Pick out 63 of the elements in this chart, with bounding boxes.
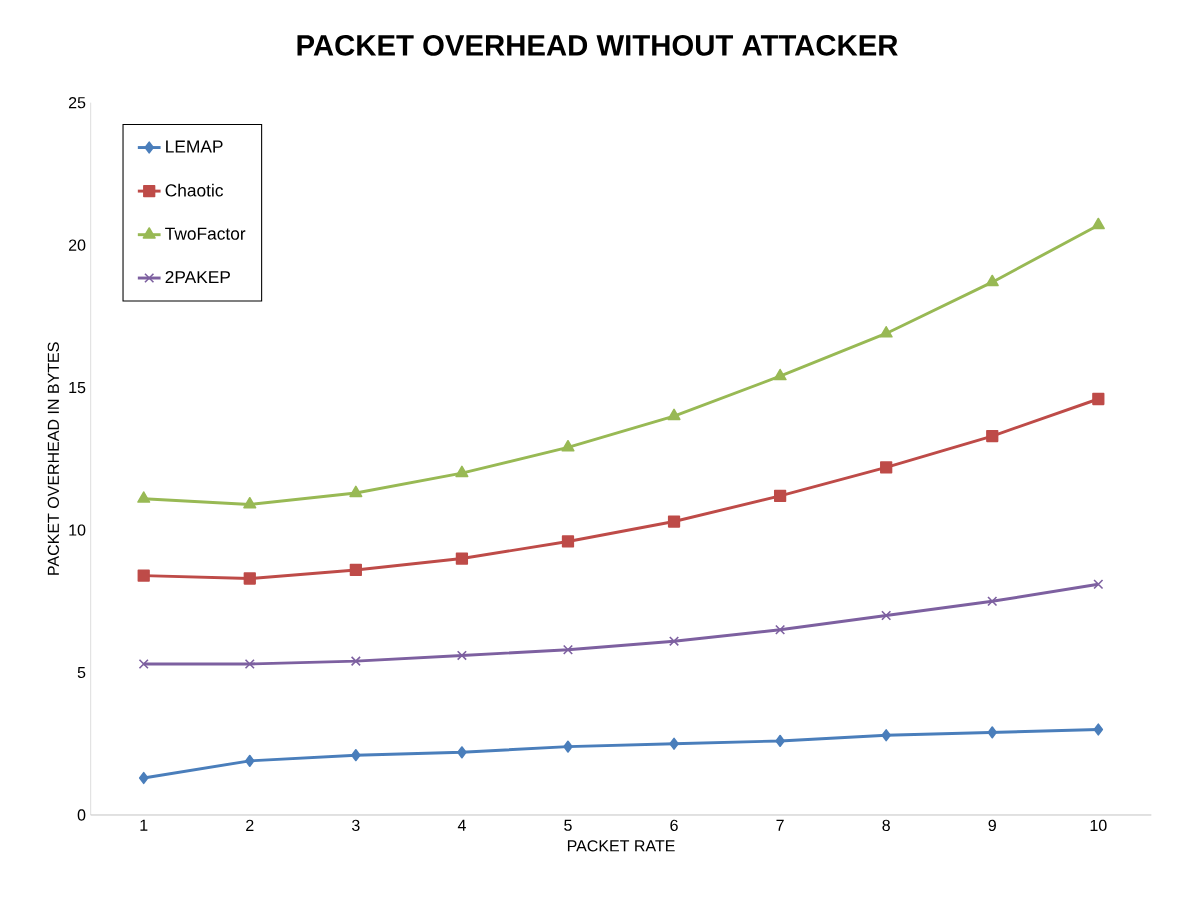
x-tick-label: 3	[352, 819, 360, 832]
point	[349, 485, 363, 498]
y-tick-label: 0	[77, 809, 86, 821]
legend-label: TwoFactor	[165, 227, 246, 240]
point	[775, 624, 786, 635]
point	[455, 552, 469, 565]
point	[667, 515, 681, 528]
point	[773, 368, 787, 381]
x-tick-label: 10	[1090, 819, 1107, 832]
legend-label: LEMAP	[166, 140, 223, 153]
point	[457, 746, 467, 759]
point	[561, 439, 575, 452]
point	[137, 569, 150, 582]
point	[243, 572, 256, 585]
point	[351, 749, 361, 762]
point	[349, 563, 362, 577]
y-tick-label: 20	[68, 239, 86, 251]
x-axis-title: PACKET RATE	[567, 840, 675, 852]
point	[667, 408, 681, 421]
x-tick-label: 6	[670, 819, 678, 832]
point	[243, 496, 257, 509]
point	[669, 737, 679, 750]
x-tick-label: 8	[882, 819, 890, 832]
point	[986, 429, 999, 443]
x-tick-label: 5	[564, 819, 572, 831]
point	[563, 740, 573, 753]
point	[244, 754, 255, 767]
point	[987, 596, 998, 607]
point	[985, 274, 999, 287]
point	[881, 729, 891, 742]
x-tick-label: 9	[988, 819, 996, 832]
point	[879, 325, 893, 338]
point	[1093, 723, 1104, 736]
point	[881, 610, 892, 621]
point	[775, 734, 785, 748]
point	[137, 491, 151, 503]
x-tick-label: 4	[457, 819, 466, 831]
point	[138, 771, 149, 785]
y-tick-label: 25	[68, 97, 86, 109]
point	[1091, 217, 1105, 230]
chart-title: PACKET OVERHEAD WITHOUT ATTACKER	[297, 34, 898, 56]
legend-label: Chaotic	[165, 183, 224, 197]
y-axis-title: PACKET OVERHEAD IN BYTES	[47, 342, 59, 575]
y-tick-label: 10	[69, 524, 86, 536]
point	[1093, 579, 1104, 590]
point	[1092, 392, 1105, 406]
legend-label: 2PAKEP	[165, 270, 230, 284]
y-tick-label: 15	[69, 382, 86, 394]
point	[456, 650, 467, 661]
point	[138, 658, 149, 670]
point	[561, 535, 575, 548]
x-tick-label: 1	[140, 819, 148, 831]
point	[773, 489, 787, 503]
point	[455, 465, 469, 478]
point	[880, 461, 893, 474]
point	[562, 644, 574, 655]
y-tick-label: 5	[77, 666, 86, 679]
point	[987, 726, 998, 739]
point	[669, 636, 680, 647]
point	[350, 656, 361, 667]
x-tick-label: 7	[776, 819, 784, 831]
x-tick-label: 2	[246, 819, 254, 831]
point	[244, 658, 255, 670]
